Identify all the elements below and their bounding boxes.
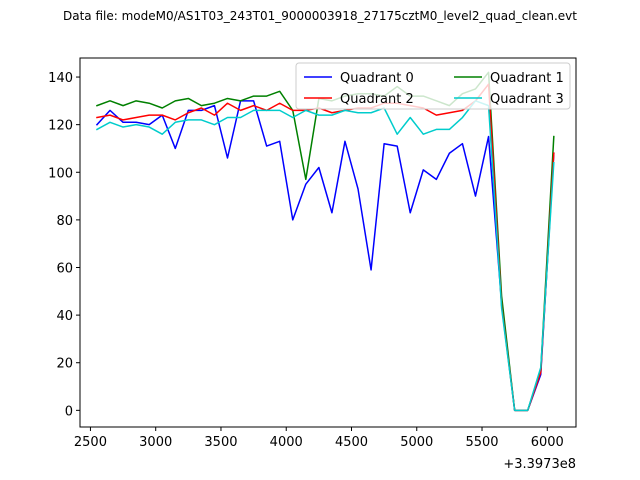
y-tick-label: 40	[56, 309, 73, 324]
legend-label: Quadrant 0	[340, 71, 414, 86]
legend-label: Quadrant 2	[340, 92, 414, 107]
x-tick-label: 2500	[74, 435, 107, 450]
x-tick-label: 4500	[335, 435, 368, 450]
x-tick-label: 6000	[531, 435, 564, 450]
x-tick-label: 4000	[270, 435, 303, 450]
chart-title: Data file: modeM0/AS1T03_243T01_90000039…	[63, 9, 577, 23]
legend: Quadrant 0 Quadrant 1 Quadrant 2 Quadrant 3	[295, 62, 571, 110]
x-axis: 2500 3000 3500 4000 4500 5000 5500 6000	[74, 427, 564, 450]
plot-frame	[79, 57, 577, 428]
y-axis: 0 20 40 60 80 100 120 140	[48, 71, 80, 419]
series-line-quadrant-0	[95, 100, 555, 412]
x-tick-label: 3500	[204, 435, 237, 450]
y-tick-label: 100	[48, 166, 73, 181]
y-tick-label: 140	[48, 71, 73, 86]
x-offset-label: +3.3973e8	[503, 457, 576, 472]
y-tick-label: 60	[56, 261, 73, 276]
y-tick-label: 120	[48, 119, 73, 134]
y-tick-label: 20	[56, 357, 73, 372]
x-tick-label: 3000	[139, 435, 172, 450]
legend-box	[295, 62, 571, 110]
x-tick-label: 5500	[465, 435, 498, 450]
y-tick-label: 80	[56, 214, 73, 229]
legend-label: Quadrant 1	[490, 71, 564, 86]
legend-label: Quadrant 3	[490, 92, 564, 107]
x-tick-label: 5000	[400, 435, 433, 450]
y-tick-label: 0	[65, 404, 73, 419]
